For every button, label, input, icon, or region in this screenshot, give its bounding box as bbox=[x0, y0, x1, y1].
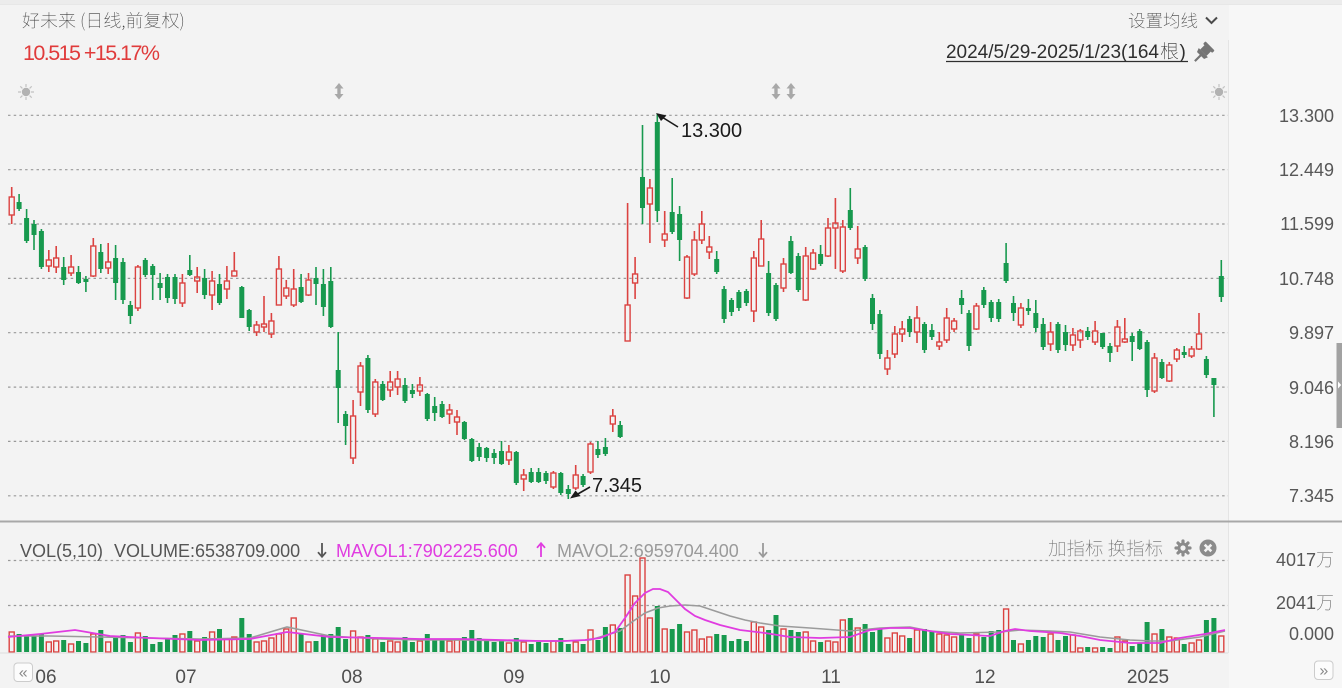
svg-text:12.449: 12.449 bbox=[1279, 160, 1334, 180]
svg-text:2024/5/29-2025/1/23(164: 2024/5/29-2025/1/23(164 bbox=[946, 42, 1159, 63]
svg-text:11: 11 bbox=[821, 667, 841, 688]
svg-text:MAVOL2:6959704.400: MAVOL2:6959704.400 bbox=[557, 541, 739, 561]
svg-text:11.599: 11.599 bbox=[1280, 214, 1334, 234]
svg-text:2041: 2041 bbox=[1276, 593, 1316, 613]
svg-text:10: 10 bbox=[649, 667, 670, 688]
svg-text:9.897: 9.897 bbox=[1289, 323, 1334, 343]
svg-text:7.345: 7.345 bbox=[592, 475, 642, 497]
svg-text:13.300: 13.300 bbox=[681, 120, 742, 142]
svg-text:9.046: 9.046 bbox=[1289, 378, 1334, 398]
svg-text:13.300: 13.300 bbox=[1279, 106, 1334, 126]
svg-text:10.515 +15.17%: 10.515 +15.17% bbox=[23, 41, 160, 65]
svg-text:VOLUME:6538709.000: VOLUME:6538709.000 bbox=[114, 541, 300, 561]
svg-text:10.748: 10.748 bbox=[1279, 269, 1334, 289]
svg-text:VOL(5,10): VOL(5,10) bbox=[20, 541, 103, 561]
svg-text:8.196: 8.196 bbox=[1289, 432, 1334, 452]
svg-text:06: 06 bbox=[35, 667, 56, 688]
svg-text:): ) bbox=[1180, 42, 1186, 63]
svg-text:08: 08 bbox=[341, 667, 362, 688]
svg-text:»: » bbox=[1319, 663, 1328, 680]
svg-text:4017: 4017 bbox=[1276, 550, 1316, 570]
svg-text:0.000: 0.000 bbox=[1289, 624, 1334, 644]
svg-text:09: 09 bbox=[503, 667, 524, 688]
svg-text:12: 12 bbox=[974, 667, 995, 688]
svg-text:«: « bbox=[19, 665, 28, 682]
svg-text:MAVOL1:7902225.600: MAVOL1:7902225.600 bbox=[336, 541, 518, 561]
svg-text:07: 07 bbox=[175, 667, 196, 688]
svg-text:7.345: 7.345 bbox=[1289, 486, 1334, 506]
svg-text:2025: 2025 bbox=[1127, 667, 1169, 688]
